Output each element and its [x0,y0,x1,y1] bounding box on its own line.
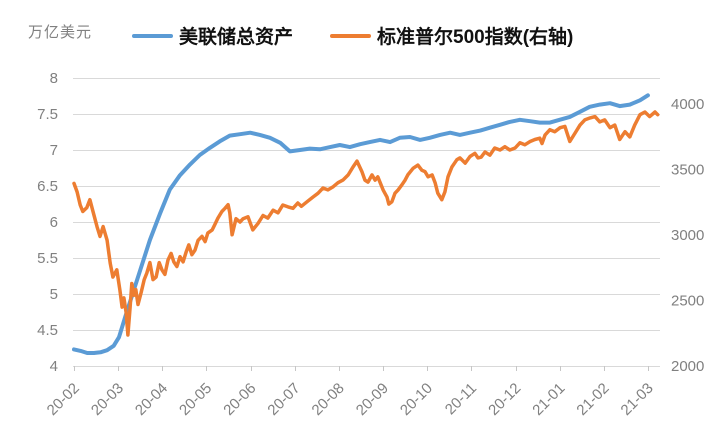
left-axis-tick-label: 5.5 [37,250,58,267]
left-axis-tick-label: 6 [50,214,58,231]
sp500-line [72,110,660,337]
left-axis-tick-label: 6.5 [37,178,58,195]
x-axis-tick-label: 20-12 [485,380,524,419]
legend: 美联储总资产 标准普尔500指数(右轴) [132,22,573,49]
left-axis-tick-label: 4 [50,358,58,375]
left-axis-tick-label: 5 [50,286,58,303]
left-axis-tick-label: 7 [50,142,58,159]
x-axis-tick-label: 20-09 [353,380,392,419]
left-axis-tick-label: 7.5 [37,106,58,123]
legend-item-fed-assets: 美联储总资产 [132,22,293,49]
x-axis [73,366,660,371]
x-axis-tick-label: 20-05 [176,380,215,419]
right-axis-tick-label: 2500 [671,293,704,310]
left-axis-tick-label: 8 [50,70,58,87]
x-axis-tick-label: 20-10 [397,380,436,419]
x-axis-tick-label: 20-02 [44,380,83,419]
x-axis-tick-label: 21-01 [529,380,568,419]
fed-assets-line [72,93,650,355]
right-axis-tick-label: 3000 [671,227,704,244]
fed-assets-legend-label: 美联储总资产 [179,27,294,48]
x-axis-tick-label: 20-07 [264,380,303,419]
x-axis-tick-label: 20-08 [309,380,348,419]
x-axis-tick-label: 21-02 [573,380,612,419]
left-axis-tick-label: 4.5 [37,322,58,339]
sp500-legend-label: 标准普尔500指数(右轴) [377,27,574,48]
x-axis-tick-label: 21-03 [618,380,657,419]
fed-assets-line-swatch [132,33,173,38]
right-axis-tick-label: 3500 [671,162,704,179]
x-axis-tick-label: 20-04 [132,380,171,419]
x-axis-tick-label: 20-03 [88,380,127,419]
x-axis-tick-label: 20-06 [220,380,259,419]
sp500-line-swatch [330,33,372,38]
left-axis-unit-label: 万亿美元 [28,24,93,41]
series-lines [72,93,660,355]
right-axis-tick-label: 4000 [671,96,704,113]
x-axis-tick-label: 20-11 [442,380,480,418]
legend-item-sp500: 标准普尔500指数(右轴) [330,22,573,49]
right-axis-tick-label: 2000 [671,358,704,375]
